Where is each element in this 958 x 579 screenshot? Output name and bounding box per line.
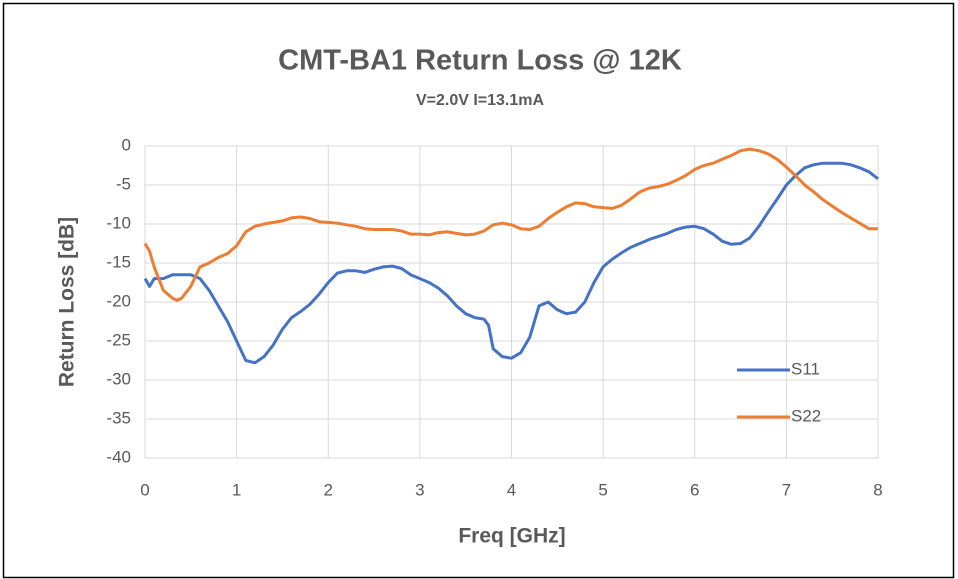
legend-label: S11 bbox=[791, 359, 820, 378]
x-tick-label: 6 bbox=[690, 480, 699, 499]
x-tick-label: 4 bbox=[507, 480, 516, 499]
y-tick-label: -40 bbox=[106, 447, 131, 466]
x-tick-label: 2 bbox=[324, 480, 333, 499]
x-tick-label: 7 bbox=[782, 480, 791, 499]
x-tick-label: 5 bbox=[598, 480, 607, 499]
series-line bbox=[143, 161, 879, 365]
x-tick-label: 3 bbox=[415, 480, 424, 499]
legend-label: S22 bbox=[791, 406, 821, 425]
chart-subtitle: V=2.0V I=13.1mA bbox=[416, 92, 545, 109]
series-line bbox=[143, 147, 878, 302]
y-tick-label: -15 bbox=[106, 252, 131, 271]
x-tick-label: 8 bbox=[873, 480, 882, 499]
chart-title: CMT-BA1 Return Loss @ 12K bbox=[278, 45, 682, 77]
y-axis-title: Return Loss [dB] bbox=[56, 217, 79, 387]
x-tick-label: 0 bbox=[140, 480, 149, 499]
y-tick-label: -10 bbox=[106, 213, 131, 232]
y-tick-label: -5 bbox=[116, 174, 131, 193]
y-tick-label: -30 bbox=[106, 369, 131, 388]
y-tick-label: -35 bbox=[106, 408, 131, 427]
x-tick-label: 1 bbox=[232, 480, 241, 499]
x-axis-title: Freq [GHz] bbox=[458, 525, 565, 548]
y-tick-label: -25 bbox=[106, 330, 131, 349]
y-tick-label: -20 bbox=[106, 291, 131, 310]
y-tick-label: 0 bbox=[122, 135, 131, 154]
